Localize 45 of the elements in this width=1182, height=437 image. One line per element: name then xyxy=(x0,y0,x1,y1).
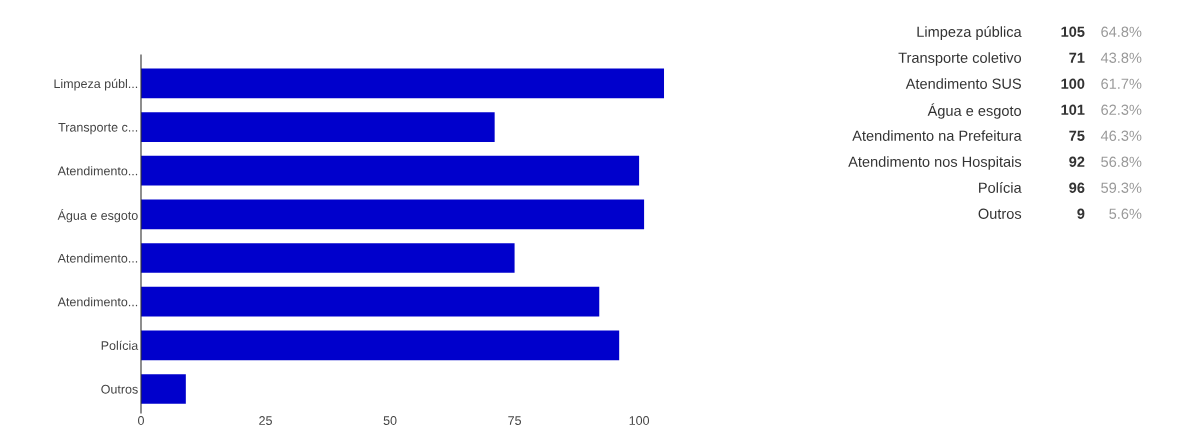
text: Atendimento na Prefeitura xyxy=(852,130,1022,141)
bar xyxy=(141,330,620,361)
text: 100 xyxy=(1061,78,1085,89)
text: Atendimento nos Hospitais xyxy=(848,156,1022,170)
text: 9 xyxy=(1077,208,1085,219)
x-tick-label: 50 xyxy=(383,416,397,425)
bar xyxy=(141,374,186,404)
text: Água e esgoto xyxy=(927,103,1022,119)
text: 62.3% xyxy=(1101,104,1142,115)
x-tick-label: 100 xyxy=(629,416,650,425)
text: 101 xyxy=(1061,104,1085,115)
text: 5.6% xyxy=(1109,208,1142,219)
y-tick-label: Atendimento... xyxy=(57,253,138,263)
y-tick-label: Outros xyxy=(101,384,138,394)
text: 46.3% xyxy=(1100,130,1142,141)
text: 64.8% xyxy=(1101,26,1142,37)
text: 92 xyxy=(1069,156,1085,167)
text: 105 xyxy=(1061,26,1085,37)
text: Atendimento SUS xyxy=(905,78,1021,89)
text: 75 xyxy=(1069,130,1085,141)
y-tick-label: Polícia xyxy=(101,340,139,350)
y-tick-label: Atendimento... xyxy=(57,166,138,176)
y-tick-label: Transporte c... xyxy=(58,122,138,135)
x-tick-label: 25 xyxy=(259,416,272,425)
text: Transporte coletivo xyxy=(898,52,1022,66)
x-tick-label: 75 xyxy=(508,416,522,425)
bar xyxy=(141,243,515,273)
text: 71 xyxy=(1069,52,1085,63)
bar xyxy=(141,199,645,230)
text: Limpeza pública xyxy=(917,26,1022,40)
text: 56.8% xyxy=(1101,156,1142,167)
bar xyxy=(141,112,495,142)
text: 61.7% xyxy=(1101,78,1142,89)
y-tick-label: Água e esgoto xyxy=(57,208,138,223)
text: Outros xyxy=(978,208,1022,219)
text: 43.8% xyxy=(1100,52,1142,63)
text: 59.3% xyxy=(1101,182,1142,193)
x-tick-label: 0 xyxy=(138,416,144,425)
text: Polícia xyxy=(979,182,1022,193)
y-tick-label: Limpeza públ... xyxy=(54,78,138,91)
bar xyxy=(141,68,665,99)
bar xyxy=(141,286,600,317)
text: 96 xyxy=(1069,182,1085,193)
y-tick-label: Atendimento... xyxy=(57,297,138,307)
bar xyxy=(141,155,640,186)
